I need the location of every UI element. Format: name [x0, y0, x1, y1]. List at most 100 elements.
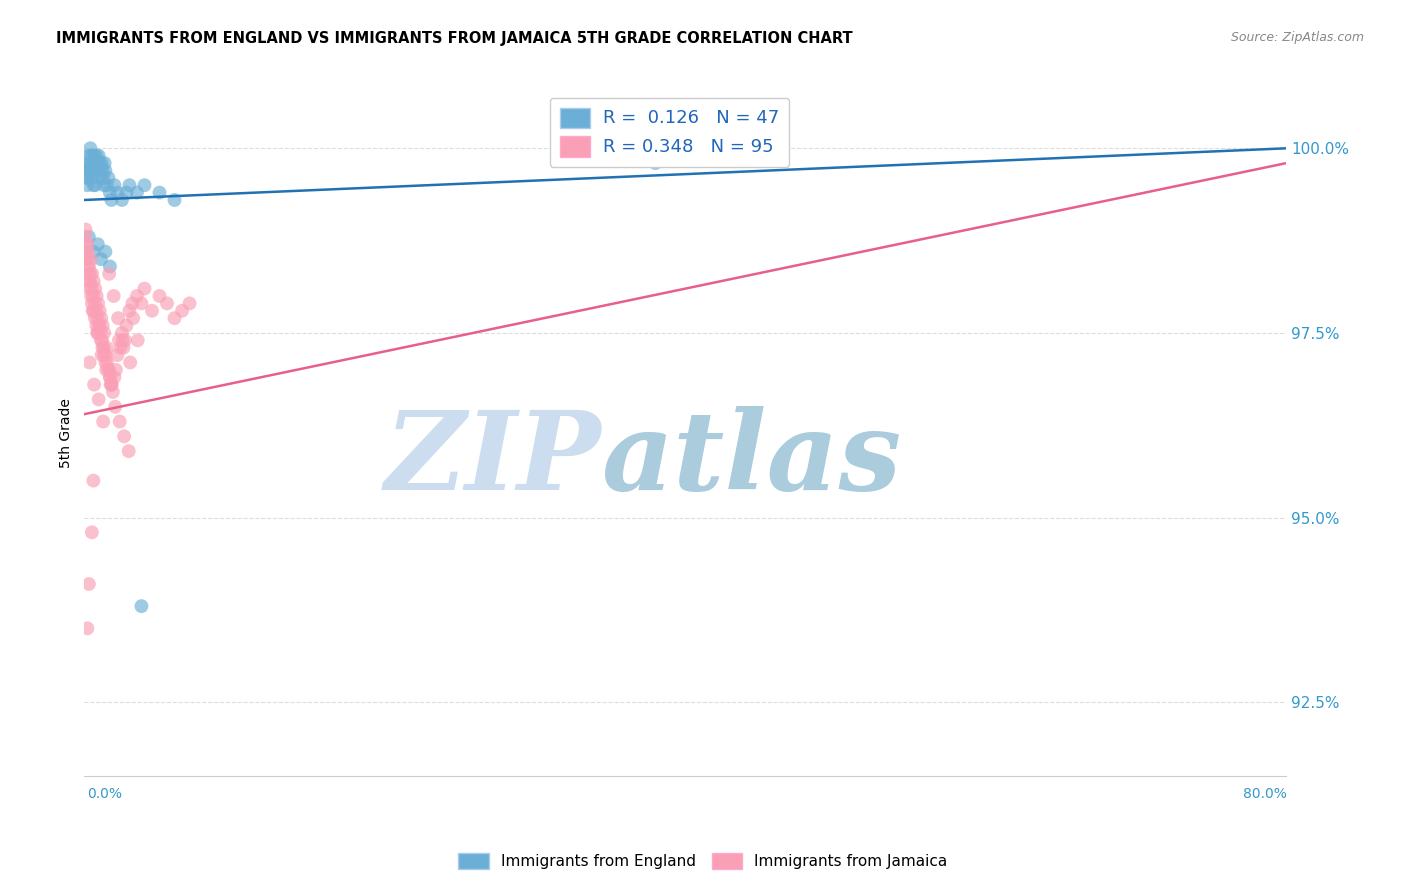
Point	[82, 267, 104, 281]
Point	[84, 163, 107, 178]
Point	[87, 326, 110, 340]
Point	[112, 341, 135, 355]
Point	[76, 237, 98, 252]
Point	[90, 252, 112, 266]
Point	[91, 334, 114, 348]
Point	[98, 186, 121, 200]
Point	[98, 260, 121, 274]
Point	[110, 341, 132, 355]
Point	[79, 267, 101, 281]
Point	[80, 296, 103, 310]
Point	[90, 311, 112, 326]
Point	[115, 186, 138, 200]
Legend: Immigrants from England, Immigrants from Jamaica: Immigrants from England, Immigrants from…	[453, 847, 953, 875]
Point	[79, 156, 101, 170]
Point	[107, 348, 129, 362]
Point	[122, 311, 145, 326]
Point	[83, 311, 105, 326]
Point	[100, 377, 122, 392]
Point	[83, 296, 105, 310]
Point	[98, 267, 121, 281]
Point	[87, 392, 110, 407]
Point	[94, 355, 117, 369]
Point	[93, 341, 115, 355]
Point	[89, 156, 111, 170]
Point	[644, 156, 666, 170]
Point	[82, 178, 104, 193]
Point	[111, 334, 134, 348]
Point	[97, 363, 120, 377]
Point	[93, 326, 115, 340]
Point	[82, 303, 104, 318]
Point	[91, 318, 114, 333]
Point	[77, 260, 100, 274]
Point	[131, 599, 153, 614]
Point	[80, 156, 103, 170]
Point	[76, 178, 98, 193]
Point	[77, 274, 100, 288]
Point	[77, 260, 100, 274]
Point	[80, 525, 103, 540]
Point	[103, 289, 125, 303]
Point	[82, 289, 104, 303]
Point	[148, 289, 170, 303]
Point	[86, 326, 108, 340]
Point	[80, 282, 103, 296]
Point	[82, 163, 104, 178]
Point	[75, 230, 97, 244]
Point	[91, 415, 114, 429]
Point	[103, 370, 125, 384]
Point	[90, 348, 112, 362]
Point	[104, 363, 127, 377]
Point	[86, 289, 108, 303]
Point	[79, 355, 101, 369]
Point	[120, 355, 142, 369]
Point	[86, 318, 108, 333]
Point	[94, 163, 117, 178]
Point	[76, 244, 98, 259]
Point	[76, 170, 98, 185]
Point	[131, 296, 153, 310]
Point	[86, 156, 108, 170]
Point	[121, 296, 143, 310]
Point	[118, 444, 141, 458]
Point	[91, 170, 114, 185]
Point	[79, 141, 101, 155]
Point	[96, 355, 118, 369]
Point	[77, 577, 100, 591]
Point	[96, 341, 118, 355]
Point	[84, 282, 107, 296]
Y-axis label: 5th Grade: 5th Grade	[59, 398, 73, 467]
Point	[98, 370, 121, 384]
Point	[87, 296, 110, 310]
Point	[89, 163, 111, 178]
Point	[77, 163, 100, 178]
Point	[100, 193, 122, 207]
Point	[80, 289, 103, 303]
Point	[125, 186, 148, 200]
Point	[87, 163, 110, 178]
Point	[75, 237, 97, 252]
Point	[89, 303, 111, 318]
Point	[127, 334, 149, 348]
Point	[111, 193, 134, 207]
Point	[103, 178, 125, 193]
Point	[93, 156, 115, 170]
Point	[118, 178, 141, 193]
Point	[83, 274, 105, 288]
Point	[94, 244, 117, 259]
Point	[76, 170, 98, 185]
Point	[89, 318, 111, 333]
Point	[86, 311, 108, 326]
Point	[163, 311, 186, 326]
Point	[134, 282, 156, 296]
Point	[94, 363, 117, 377]
Point	[96, 178, 118, 193]
Point	[77, 156, 100, 170]
Text: 80.0%: 80.0%	[1243, 788, 1286, 801]
Point	[141, 303, 163, 318]
Point	[93, 348, 115, 362]
Point	[100, 377, 122, 392]
Point	[118, 303, 141, 318]
Point	[112, 429, 135, 443]
